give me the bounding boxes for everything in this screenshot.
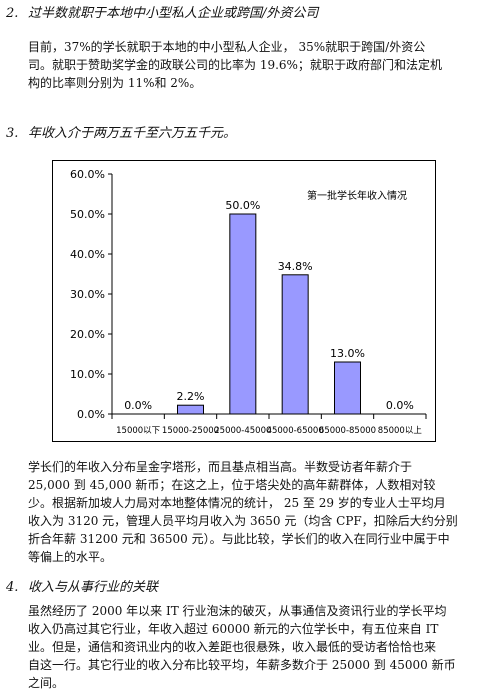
paragraph-line: 目前，37%的学长就职于本地的中小型私人企业， 35%就职于跨国/外资公 — [28, 40, 426, 54]
x-tick-label: 45000-65000 — [267, 426, 324, 436]
section-3-heading: 3. 年收入介于两万五千至六万五千元。 — [6, 122, 236, 141]
section-4-title: 收入与从事行业的关联 — [28, 580, 159, 595]
y-tick-label: 0.0% — [77, 408, 105, 421]
x-tick-label: 15000以下 — [116, 426, 161, 436]
paragraph-line: 虽然经历了 2000 年以来 IT 行业泡沫的破灭，从事通信及资讯行业的学长平均 — [28, 604, 447, 618]
paragraph-line: 业。但是，通信和资讯业内的收入差距也很悬殊，收入最低的受访者恰恰也来 — [28, 640, 437, 654]
y-tick-label: 10.0% — [70, 368, 105, 381]
paragraph-line: 折合年薪 31200 元和 36500 元）。与此比较，学长们的收入在同行业中属… — [28, 532, 450, 546]
bar-value-label: 2.2% — [177, 390, 205, 403]
x-tick-label: 15000-25000 — [162, 426, 219, 436]
paragraph-line: 学长们的年收入分布呈金字塔形，而且基点相当高。半数受访者年薪介于 — [28, 460, 413, 474]
x-tick-label: 25000-45000 — [214, 426, 271, 436]
chart-paragraph: 学长们的年收入分布呈金字塔形，而且基点相当高。半数受访者年薪介于 25,000 … — [28, 458, 474, 566]
x-tick-label: 85000以上 — [378, 426, 423, 436]
paragraph-line: 收入为 3120 元，管理人员平均月收入为 3650 元（均含 CPF，扣除后大… — [28, 514, 458, 528]
paragraph-line: 司。就职于赞助奖学金的政联公司的比率为 19.6%；就职于政府部门和法定机 — [28, 58, 442, 72]
section-2-title: 过半数就职于本地中小型私人企业或跨国/外资公司 — [28, 6, 319, 21]
section-2-number: 2. — [6, 6, 19, 21]
x-tick-label: 65000-85000 — [319, 426, 376, 436]
bar — [334, 361, 361, 415]
bar-value-label: 0.0% — [386, 399, 414, 412]
chart-title: 第一批学长年收入情况 — [307, 189, 407, 202]
section-3-number: 3. — [6, 126, 19, 141]
section-4-number: 4. — [6, 580, 19, 595]
paragraph-line: 25,000 到 45,000 新币；在这之上，位于塔尖处的高年薪群体，人数相对… — [28, 478, 436, 492]
section-2-heading: 2. 过半数就职于本地中小型私人企业或跨国/外资公司 — [6, 2, 318, 21]
bar — [177, 404, 204, 415]
y-tick-label: 60.0% — [70, 168, 105, 181]
paragraph-line: 少。根据新加坡人力局对本地整体情况的统计， 25 至 29 岁的专业人士平均月 — [28, 496, 446, 510]
bar-value-label: 50.0% — [225, 199, 260, 212]
income-chart: 0.0% 10.0% 20.0% 30.0% 40.0% 50.0% 60.0% 0.0% 15… — [52, 160, 436, 442]
bar — [229, 213, 257, 415]
paragraph-line: 构的比率则分别为 11%和 2%。 — [28, 76, 202, 90]
bar-value-label: 34.8% — [278, 260, 313, 273]
paragraph-line: 之间。 — [28, 676, 65, 690]
bar-value-label: 13.0% — [330, 347, 365, 360]
bar — [281, 274, 309, 415]
paragraph-line: 自这一行。其它行业的收入分布比较平均，年薪多数介于 25000 到 45000 … — [28, 658, 456, 672]
paragraph-line: 等偏上的水平。 — [28, 550, 113, 564]
y-tick-label: 50.0% — [70, 208, 105, 221]
section-2-paragraph: 目前，37%的学长就职于本地的中小型私人企业， 35%就职于跨国/外资公 司。就… — [28, 38, 474, 92]
bar-value-label: 0.0% — [124, 399, 152, 412]
y-tick-label: 20.0% — [70, 328, 105, 341]
y-tick-label: 30.0% — [70, 288, 105, 301]
section-4-paragraph: 虽然经历了 2000 年以来 IT 行业泡沫的破灭，从事通信及资讯行业的学长平均… — [28, 602, 474, 692]
y-tick-label: 40.0% — [70, 248, 105, 261]
income-bar-chart: 0.0% 10.0% 20.0% 30.0% 40.0% 50.0% 60.0% 0.0% 15… — [70, 168, 427, 436]
section-4-heading: 4. 收入与从事行业的关联 — [6, 576, 158, 595]
section-3-title: 年收入介于两万五千至六万五千元。 — [28, 126, 237, 141]
paragraph-line: 收入仍高过其它行业，年收入超过 60000 新元的六位学长中，有五位来自 IT — [28, 622, 439, 636]
